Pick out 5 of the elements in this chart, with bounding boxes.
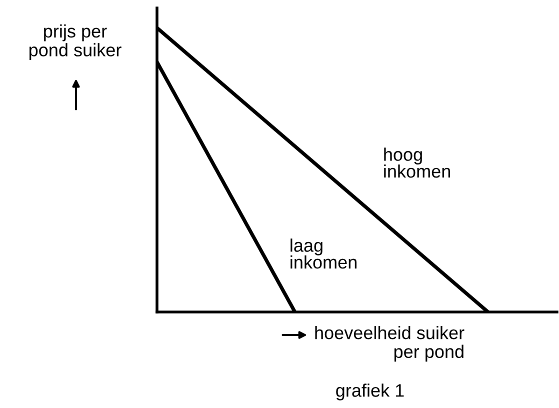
y-axis-title: prijs per pond suiker (29, 24, 122, 60)
series-label: hoog inkomen (384, 148, 450, 178)
series-label: laag inkomen (290, 238, 356, 269)
x-axis-title: hoeveelheid suiker per pond (315, 326, 464, 362)
text: grafiek 1 (336, 384, 404, 400)
